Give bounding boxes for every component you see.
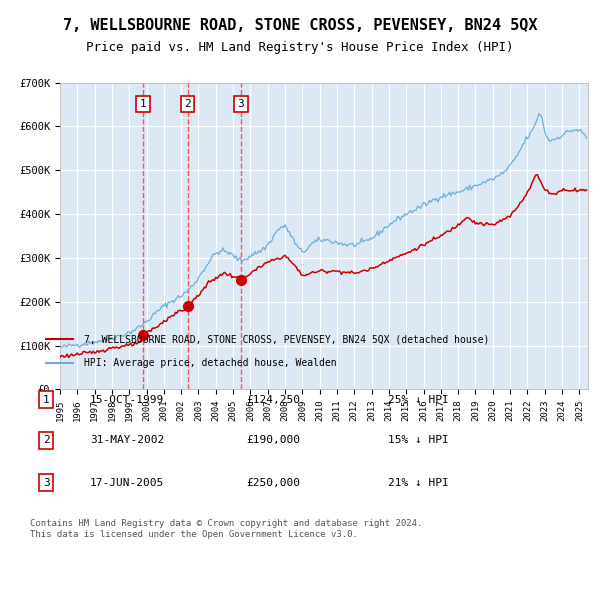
Text: HPI: Average price, detached house, Wealden: HPI: Average price, detached house, Weal…	[84, 358, 337, 368]
Text: £250,000: £250,000	[246, 478, 300, 487]
Text: Price paid vs. HM Land Registry's House Price Index (HPI): Price paid vs. HM Land Registry's House …	[86, 41, 514, 54]
Text: £124,250: £124,250	[246, 395, 300, 405]
Text: £190,000: £190,000	[246, 435, 300, 445]
Text: 7, WELLSBOURNE ROAD, STONE CROSS, PEVENSEY, BN24 5QX: 7, WELLSBOURNE ROAD, STONE CROSS, PEVENS…	[63, 18, 537, 32]
Text: 21% ↓ HPI: 21% ↓ HPI	[388, 478, 449, 487]
Text: 7, WELLSBOURNE ROAD, STONE CROSS, PEVENSEY, BN24 5QX (detached house): 7, WELLSBOURNE ROAD, STONE CROSS, PEVENS…	[84, 335, 490, 345]
Text: 2: 2	[43, 435, 50, 445]
Text: 17-JUN-2005: 17-JUN-2005	[90, 478, 164, 487]
Text: 3: 3	[43, 478, 50, 487]
Text: 31-MAY-2002: 31-MAY-2002	[90, 435, 164, 445]
Text: Contains HM Land Registry data © Crown copyright and database right 2024.
This d: Contains HM Land Registry data © Crown c…	[30, 519, 422, 539]
Text: 2: 2	[184, 99, 191, 109]
Text: 3: 3	[238, 99, 244, 109]
Text: 15% ↓ HPI: 15% ↓ HPI	[388, 435, 449, 445]
Text: 15-OCT-1999: 15-OCT-1999	[90, 395, 164, 405]
Text: 1: 1	[43, 395, 50, 405]
Text: 25% ↓ HPI: 25% ↓ HPI	[388, 395, 449, 405]
Text: 1: 1	[140, 99, 146, 109]
